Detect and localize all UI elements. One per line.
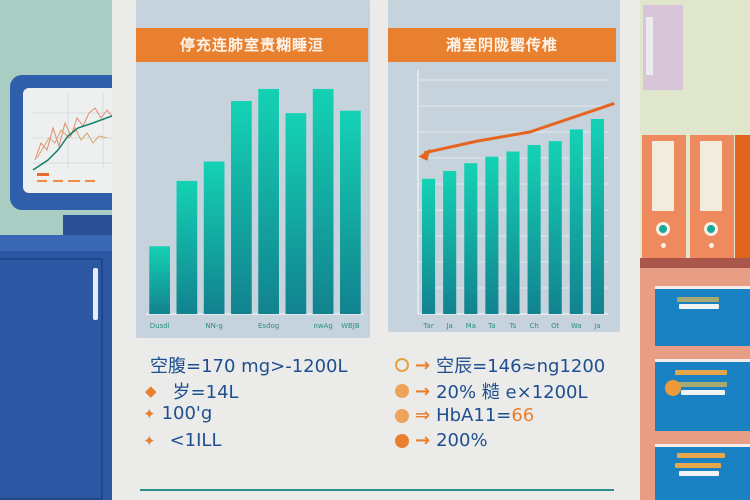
x-tick-label: WBJB	[341, 322, 360, 330]
x-tick-label: Ot	[551, 322, 560, 330]
right-stat-row: → 空辰=146≈ng1200	[395, 352, 605, 378]
right-stat-row: ⇒ HbA11= 66	[395, 405, 534, 426]
cabinet-handle	[93, 268, 98, 320]
x-tick-label: Ch	[529, 322, 538, 330]
desk-top	[0, 235, 112, 251]
binder-icon	[642, 135, 686, 260]
frame-inner	[646, 17, 653, 75]
line-chart-icon	[32, 93, 112, 182]
left-chart-title: 停充连肺室责糊睡洹	[136, 28, 368, 62]
x-tick-label: Esdog	[258, 322, 279, 330]
binder-spine	[735, 135, 750, 260]
filled-circle-icon	[395, 408, 409, 423]
bar	[548, 141, 562, 314]
bullet-icon: ◆	[145, 382, 157, 400]
bar	[527, 145, 541, 314]
arrow-icon: →	[415, 380, 431, 402]
binder-icon	[690, 135, 734, 260]
bar	[422, 178, 436, 314]
filled-circle-icon	[395, 384, 409, 398]
bar	[312, 88, 334, 314]
left-stat-row: ✦ <1ILL	[143, 430, 221, 451]
left-stat-row: ✦ 100'g	[143, 403, 212, 424]
x-tick-label: Dusdl	[150, 322, 170, 330]
cabinet-drawer	[655, 286, 750, 346]
trend-arrowhead	[418, 148, 431, 161]
x-tick-label: Ja	[593, 322, 600, 330]
monitor-stand	[63, 215, 112, 235]
bar	[285, 113, 307, 314]
divider-line	[140, 489, 614, 491]
shelf	[640, 258, 750, 268]
trend-line	[424, 101, 615, 155]
bar	[464, 163, 478, 314]
right-bar-chart: Tar Ja Ma Ta Ts Ch Ot Wa Ja	[417, 70, 615, 330]
hba1c-value: 66	[511, 405, 535, 426]
left-stat-text: 空腹=170 mg>-1200L	[150, 356, 348, 377]
left-bar-chart: Dusdl NN-g Esdog nwAg WBJB	[146, 88, 364, 330]
screen-legend-mark	[37, 173, 49, 176]
left-stat-row: 空腹=170 mg>-1200L	[150, 352, 348, 378]
picture-frame-icon	[643, 5, 683, 90]
double-arrow-icon: ⇒	[415, 405, 431, 426]
bar	[340, 110, 361, 314]
bar	[485, 156, 499, 314]
arrow-icon: →	[415, 430, 431, 451]
bar	[203, 161, 225, 314]
bar	[443, 171, 457, 314]
x-tick-label: Ja	[445, 322, 452, 330]
hollow-circle-icon	[395, 358, 409, 372]
bar	[231, 101, 252, 314]
right-chart-title: 潲室阴陇罂传椎	[388, 28, 616, 62]
x-tick-label: Tar	[422, 322, 433, 330]
cabinet-door	[0, 258, 103, 500]
cabinet-drawer	[655, 444, 750, 500]
check-circle-icon	[395, 433, 409, 448]
x-tick-label: Wa	[571, 322, 582, 330]
bar	[569, 129, 583, 314]
left-stat-text: 100'g	[161, 403, 213, 424]
left-stat-text: 岁=14L	[172, 382, 239, 403]
x-tick-label: Ts	[509, 322, 517, 330]
sparkle-icon: ✦	[143, 404, 156, 423]
left-stat-text: <1ILL	[169, 430, 222, 451]
bar	[506, 151, 520, 314]
right-stat-text: 20% 糙 e×1200L	[436, 382, 588, 403]
right-stat-text: 空辰=146≈ng1200	[436, 356, 606, 377]
bar	[258, 88, 279, 314]
x-tick-label: nwAg	[313, 322, 332, 330]
x-tick-label: Ta	[487, 322, 495, 330]
x-tick-label: NN-g	[205, 322, 222, 330]
arrow-icon: →	[415, 354, 431, 376]
monitor-screen	[23, 88, 112, 193]
sparkle-icon: ✦	[143, 431, 156, 450]
cabinet-drawer	[655, 359, 750, 431]
right-stat-text: 200%	[436, 430, 488, 451]
bar	[149, 246, 170, 314]
bar	[176, 180, 198, 314]
drawer-knob	[665, 380, 681, 396]
right-stat-row: → 200%	[395, 430, 488, 451]
right-stat-row: → 20% 糙 e×1200L	[395, 378, 588, 404]
bar	[590, 119, 604, 314]
right-stat-text: HbA11=	[436, 405, 512, 426]
left-stat-row: ◆ 岁=14L	[145, 378, 239, 404]
x-tick-label: Ma	[466, 322, 476, 330]
